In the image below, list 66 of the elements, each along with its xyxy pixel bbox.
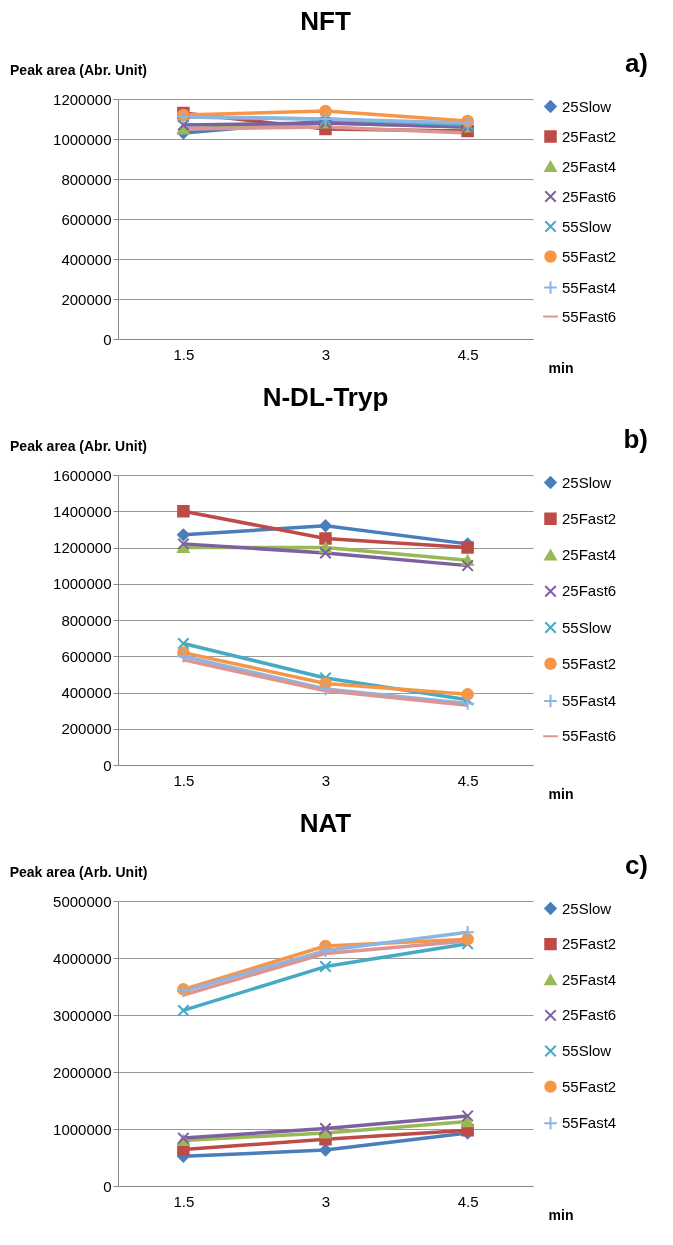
x-axis-title: min — [548, 785, 574, 802]
legend-label: 55Fast6 — [562, 307, 617, 325]
legend-label: 55Slow — [562, 217, 612, 235]
y-tick-label: 800000 — [61, 170, 112, 188]
y-tick-label: 200000 — [61, 290, 112, 308]
chart-title: NAT — [299, 808, 352, 838]
legend-label: 55Fast4 — [562, 278, 617, 296]
x-tick-label: 4.5 — [457, 345, 479, 363]
y-tick-label: 600000 — [61, 210, 112, 228]
legend-label: 55Fast2 — [562, 1077, 617, 1095]
y-axis-title: Peak area (Abr. Unit) — [10, 437, 147, 454]
legend-label: 55Fast2 — [562, 654, 617, 672]
legend-label: 25Fast2 — [562, 127, 617, 145]
y-tick-label: 1000000 — [53, 1120, 112, 1138]
text: a) — [624, 48, 648, 78]
y-tick-label: 600000 — [61, 647, 112, 665]
y-tick-label: 400000 — [61, 250, 112, 268]
x-axis-title: min — [548, 359, 574, 376]
x-tick-label: 1.5 — [173, 1192, 195, 1210]
y-axis-title: Peak area (Abr. Unit) — [10, 61, 147, 78]
text: b) — [623, 424, 648, 454]
x-tick-label: 3 — [321, 345, 331, 363]
legend-label: 25Fast2 — [562, 509, 617, 527]
chart-title: NFT — [300, 6, 351, 36]
chart-title: N-DL-Tryp — [262, 382, 389, 412]
y-tick-label: 2000000 — [53, 1063, 112, 1081]
legend-label: 25Fast4 — [562, 970, 617, 988]
x-tick-label: 4.5 — [457, 1192, 479, 1210]
y-tick-label: 1400000 — [53, 502, 112, 520]
legend-label: 25Fast6 — [562, 1006, 617, 1024]
y-tick-label: 3000000 — [53, 1006, 112, 1024]
legend-label: 55Fast6 — [562, 727, 617, 745]
legend-label: 25Fast4 — [562, 546, 617, 563]
legend-label: 25Fast6 — [562, 582, 617, 600]
legend-label: 55Slow — [562, 618, 612, 636]
x-tick-label: 3 — [321, 771, 331, 789]
y-tick-label: 5000000 — [53, 892, 112, 910]
legend-label: 25Slow — [562, 473, 612, 491]
x-axis-title: min — [548, 1206, 574, 1223]
y-tick-label: 0 — [103, 1177, 112, 1195]
legend-label: 25Slow — [562, 97, 612, 115]
y-tick-label: 1000000 — [53, 130, 112, 148]
y-tick-label: 4000000 — [53, 949, 112, 967]
legend-label: 55Fast4 — [562, 1114, 617, 1132]
legend-label: 25Fast6 — [562, 187, 617, 205]
legend-label: 55Fast4 — [562, 692, 617, 709]
x-tick-label: 1.5 — [173, 771, 195, 789]
y-tick-label: 400000 — [61, 684, 112, 701]
legend-label: 55Fast2 — [562, 247, 617, 265]
x-tick-label: 3 — [321, 1192, 331, 1210]
legend-label: 25Slow — [562, 899, 612, 917]
y-tick-label: 1000000 — [53, 575, 112, 593]
y-axis-title: Peak area (Arb. Unit) — [9, 863, 148, 880]
y-tick-label: 0 — [103, 330, 112, 348]
y-tick-label: 1200000 — [53, 90, 112, 108]
x-tick-label: 4.5 — [457, 771, 479, 789]
legend-label: 25Fast4 — [562, 157, 617, 175]
y-tick-label: 200000 — [61, 720, 112, 738]
x-tick-label: 1.5 — [173, 345, 195, 363]
legend-label: 55Slow — [562, 1042, 612, 1059]
y-tick-label: 1600000 — [53, 466, 112, 484]
legend-label: 25Fast2 — [562, 935, 617, 953]
y-tick-label: 0 — [103, 756, 112, 774]
y-tick-label: 1200000 — [53, 539, 112, 556]
text: c) — [624, 850, 648, 880]
y-tick-label: 800000 — [61, 611, 112, 629]
